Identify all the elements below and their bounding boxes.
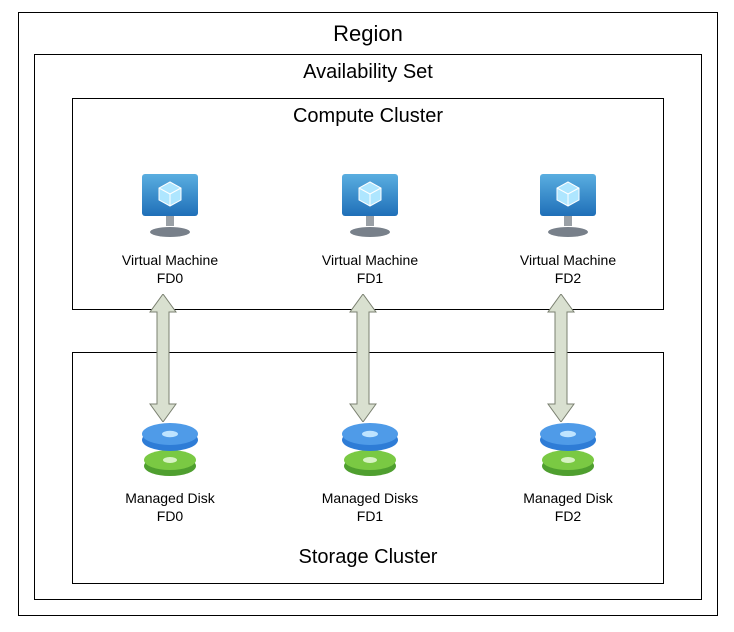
- vm-fd1: Virtual Machine FD1: [300, 170, 440, 287]
- disk-label-line1: Managed Disk: [523, 490, 613, 506]
- compute-cluster-title: Compute Cluster: [73, 99, 663, 128]
- disk-fd2: Managed Disk FD2: [498, 416, 638, 525]
- disk-label: Managed Disk FD0: [100, 489, 240, 525]
- vm-label-line1: Virtual Machine: [520, 252, 616, 268]
- disk-label-line2: FD1: [357, 508, 383, 524]
- disk-fd0: Managed Disk FD0: [100, 416, 240, 525]
- disk-label: Managed Disks FD1: [300, 489, 440, 525]
- vm-fd2: Virtual Machine FD2: [498, 170, 638, 287]
- vm-icon: [136, 170, 204, 247]
- region-title: Region: [19, 13, 717, 47]
- vm-icon: [534, 170, 602, 247]
- vm-icon: [336, 170, 404, 247]
- double-arrow-icon: [349, 294, 377, 422]
- vm-label: Virtual Machine FD1: [300, 251, 440, 287]
- vm-label: Virtual Machine FD0: [100, 251, 240, 287]
- vm-label-line2: FD0: [157, 270, 183, 286]
- vm-fd0: Virtual Machine FD0: [100, 170, 240, 287]
- disk-fd1: Managed Disks FD1: [300, 416, 440, 525]
- vm-label-line2: FD2: [555, 270, 581, 286]
- disk-label-line2: FD2: [555, 508, 581, 524]
- storage-cluster-title: Storage Cluster: [73, 546, 663, 579]
- vm-label-line1: Virtual Machine: [322, 252, 418, 268]
- vm-label-line2: FD1: [357, 270, 383, 286]
- disk-icon: [533, 416, 603, 485]
- disk-icon: [335, 416, 405, 485]
- vm-label-line1: Virtual Machine: [122, 252, 218, 268]
- vm-label: Virtual Machine FD2: [498, 251, 638, 287]
- disk-label-line1: Managed Disks: [322, 490, 419, 506]
- disk-label-line1: Managed Disk: [125, 490, 215, 506]
- double-arrow-icon: [547, 294, 575, 422]
- disk-icon: [135, 416, 205, 485]
- disk-label-line2: FD0: [157, 508, 183, 524]
- disk-label: Managed Disk FD2: [498, 489, 638, 525]
- double-arrow-icon: [149, 294, 177, 422]
- availability-set-title: Availability Set: [35, 55, 701, 84]
